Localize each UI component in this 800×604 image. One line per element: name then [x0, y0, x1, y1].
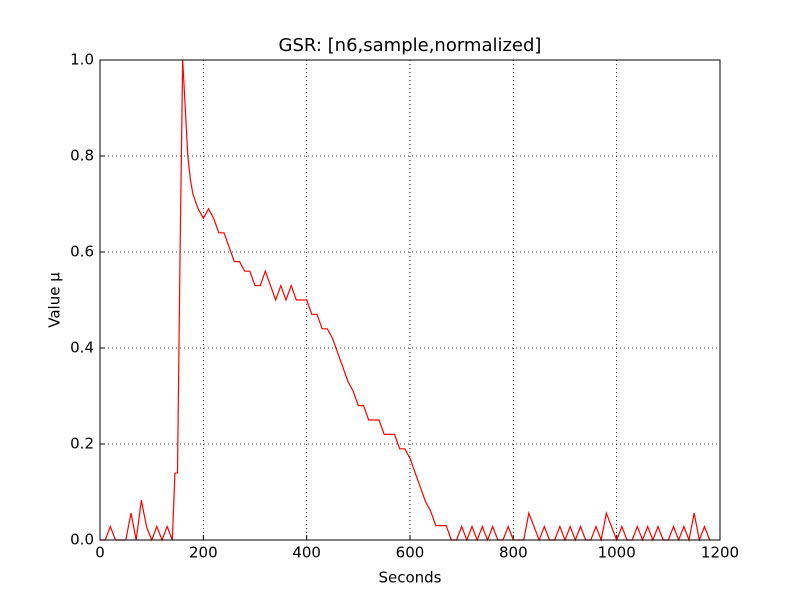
- x-tick-label: 800: [499, 544, 528, 562]
- x-tick-label: 0: [95, 544, 105, 562]
- y-axis-label: Value μ: [46, 272, 64, 328]
- x-tick-label: 1000: [598, 544, 636, 562]
- plot-frame: [99, 59, 721, 541]
- y-tick-label: 0.2: [70, 435, 94, 453]
- y-tick-label: 1.0: [70, 51, 94, 69]
- y-tick-label: 0.0: [70, 531, 94, 549]
- x-axis-label: Seconds: [378, 569, 441, 587]
- y-tick-label: 0.8: [70, 147, 94, 165]
- x-tick-label: 1200: [701, 544, 739, 562]
- x-tick-label: 400: [292, 544, 321, 562]
- x-tick-label: 200: [189, 544, 218, 562]
- y-tick-label: 0.6: [70, 243, 94, 261]
- line: [100, 59, 711, 543]
- chart-title: GSR: [n6,sample,normalized]: [279, 35, 542, 56]
- y-tick-label: 0.4: [70, 339, 94, 357]
- x-tick-label: 600: [396, 544, 425, 562]
